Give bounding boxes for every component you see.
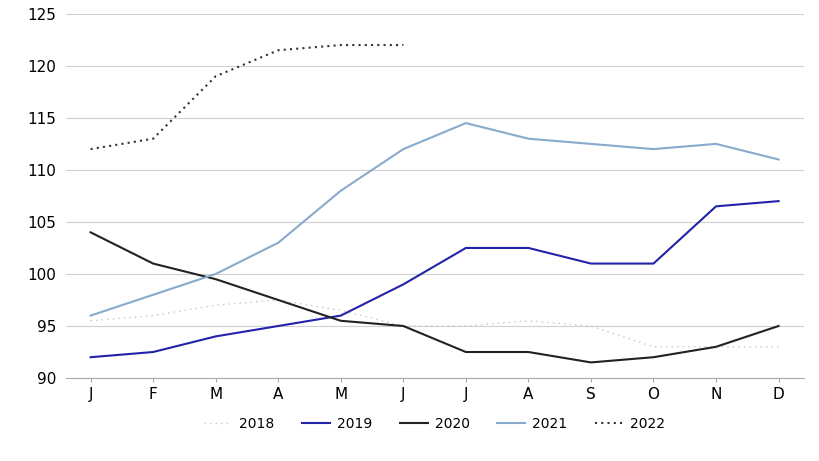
Legend: 2018, 2019, 2020, 2021, 2022: 2018, 2019, 2020, 2021, 2022 <box>199 412 669 437</box>
